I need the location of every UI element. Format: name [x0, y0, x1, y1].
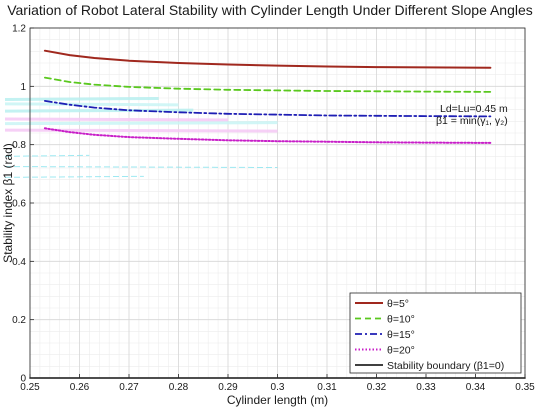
glare-streak — [4, 96, 159, 101]
annotation-geometry: Ld=Lu=0.45 m — [440, 103, 508, 115]
x-tick-label: 0.28 — [169, 382, 189, 393]
legend-label-4: θ=20° — [387, 345, 415, 357]
y-tick-label: 0 — [20, 374, 26, 385]
glare-streak — [4, 121, 278, 126]
x-tick-label: 0.26 — [70, 382, 90, 393]
y-tick-label: 0.4 — [12, 257, 26, 268]
glare-streak — [4, 117, 229, 122]
y-tick-label: 0.6 — [12, 199, 26, 210]
series-line-3 — [44, 100, 492, 118]
x-tick-label: 0.32 — [367, 382, 387, 393]
series-line-2 — [44, 76, 492, 93]
annotation-highlight-glare — [4, 96, 278, 178]
x-axis-ticks: 0.25 0.26 0.27 0.28 0.29 0.3 0.31 0.32 0.33 0.34 0… — [20, 374, 535, 393]
legend-label-5: Stability boundary (β1=0) — [387, 360, 504, 372]
legend-label-2: θ=10° — [387, 314, 415, 326]
x-axis-title: Cylinder length (m) — [227, 393, 328, 407]
series-line-1 — [43, 49, 492, 69]
glare-streak — [4, 128, 278, 133]
legend: θ=5° θ=10° θ=15° θ=20° Stability boundary (β… — [349, 292, 522, 374]
series-line-4 — [43, 127, 492, 144]
x-tick-label: 0.35 — [515, 382, 535, 393]
x-tick-label: 0.29 — [218, 382, 238, 393]
x-tick-label: 0.33 — [416, 382, 436, 393]
x-tick-label: 0.34 — [466, 382, 486, 393]
x-tick-label: 0.3 — [271, 382, 285, 393]
glare-streak — [4, 175, 144, 178]
glare-streak — [4, 102, 179, 107]
x-tick-label: 0.25 — [20, 382, 40, 393]
legend-label-3: θ=15° — [387, 329, 415, 341]
y-tick-label: 0.8 — [12, 140, 26, 151]
y-tick-label: 1 — [20, 82, 26, 93]
chart-title: Variation of Robot Lateral Stability wit… — [7, 2, 533, 18]
legend-label-1: θ=5° — [387, 298, 409, 310]
y-axis-title: Stability index β1 (rad) — [1, 143, 15, 263]
y-axis-ticks: 0 0.2 0.4 0.6 0.8 1 1.2 — [12, 24, 34, 385]
glare-streak — [4, 108, 194, 113]
legend-box — [349, 292, 522, 374]
x-tick-label: 0.31 — [317, 382, 337, 393]
y-tick-label: 0.2 — [12, 315, 26, 326]
y-tick-label: 1.2 — [12, 24, 26, 35]
x-tick-label: 0.27 — [119, 382, 139, 393]
glare-streak — [4, 154, 90, 157]
glare-streak — [4, 166, 278, 169]
annotation-formula: β1 = min(γ₁, γ₂) — [436, 115, 508, 127]
